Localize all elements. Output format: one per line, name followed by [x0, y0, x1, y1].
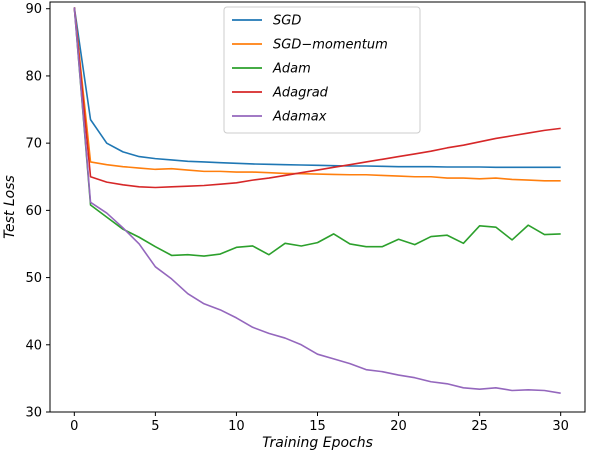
y-tick-label: 30 — [25, 406, 42, 421]
y-tick-label: 60 — [25, 204, 42, 219]
x-tick-label: 5 — [151, 419, 159, 434]
x-tick-label: 10 — [228, 419, 245, 434]
x-axis: 0 5 10 15 20 25 30 — [70, 412, 569, 434]
legend-label: SGD — [273, 14, 301, 29]
legend-label: Adagrad — [272, 86, 329, 101]
y-axis-title: Test Loss — [2, 175, 18, 239]
legend: SGD SGD−momentum Adam Adagrad Adamax — [223, 6, 421, 134]
y-axis: 30 40 50 60 70 80 90 — [25, 2, 50, 421]
series-layer — [73, 7, 561, 394]
y-tick-label: 80 — [25, 69, 42, 84]
x-tick-label: 0 — [70, 419, 78, 434]
x-tick-label: 30 — [552, 419, 569, 434]
x-axis-title: Training Epochs — [262, 435, 373, 451]
y-tick-label: 50 — [25, 271, 42, 286]
legend-label: Adamax — [272, 110, 327, 125]
y-tick-label: 90 — [25, 2, 42, 17]
x-tick-label: 20 — [390, 419, 407, 434]
series-line-1 — [73, 7, 561, 182]
series-line-0 — [73, 7, 561, 169]
series-line-4 — [73, 7, 561, 394]
y-tick-label: 70 — [25, 137, 42, 152]
x-tick-label: 25 — [471, 419, 488, 434]
legend-label: SGD−momentum — [273, 38, 388, 53]
legend-box — [223, 6, 421, 134]
legend-label: Adam — [272, 62, 311, 77]
series-line-3 — [73, 7, 561, 189]
series-line-2 — [73, 7, 561, 257]
x-tick-label: 15 — [309, 419, 326, 434]
y-tick-label: 40 — [25, 338, 42, 353]
